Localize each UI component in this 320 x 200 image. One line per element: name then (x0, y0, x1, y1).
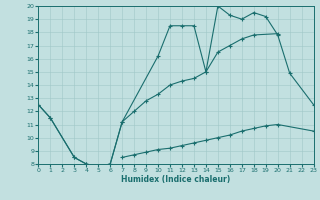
X-axis label: Humidex (Indice chaleur): Humidex (Indice chaleur) (121, 175, 231, 184)
